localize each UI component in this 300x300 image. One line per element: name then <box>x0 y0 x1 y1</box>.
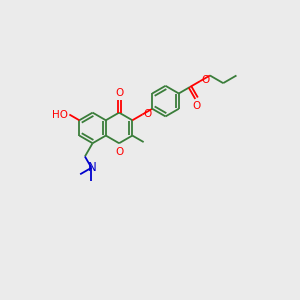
Text: O: O <box>192 101 201 111</box>
Text: O: O <box>115 88 123 98</box>
Text: O: O <box>143 109 152 118</box>
Text: O: O <box>201 75 209 85</box>
Text: HO: HO <box>52 110 68 119</box>
Text: O: O <box>116 147 124 157</box>
Text: N: N <box>88 161 96 174</box>
